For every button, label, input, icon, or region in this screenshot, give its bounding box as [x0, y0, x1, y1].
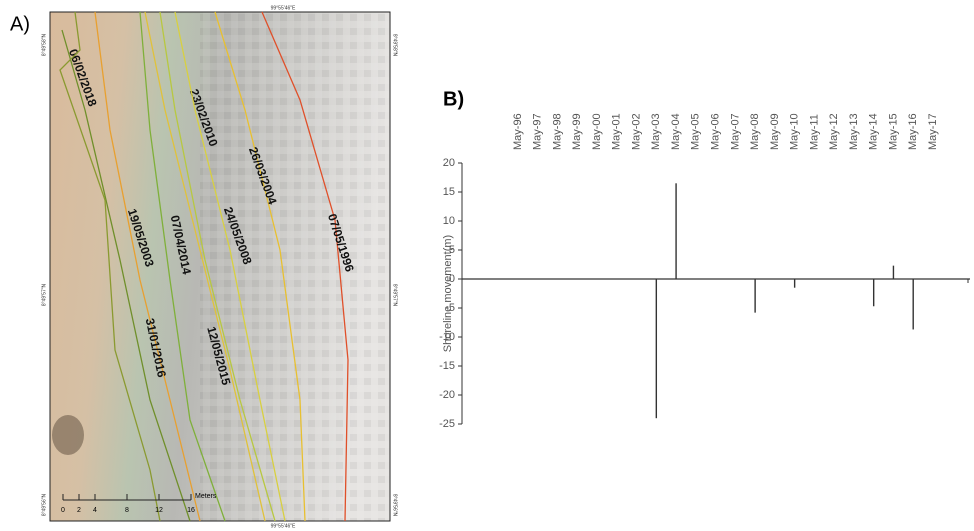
shoreline [59, 11, 161, 522]
shoreline [139, 11, 226, 522]
scale-label: 8 [125, 507, 129, 514]
scale-label: 4 [93, 507, 97, 514]
map: 06/02/201823/02/201026/03/200407/05/1996… [41, 5, 397, 529]
x-tick-label: May-06 [710, 113, 722, 150]
bar [675, 183, 677, 279]
x-tick-label: May-00 [591, 113, 603, 150]
dark-spot [52, 415, 84, 455]
shoreline [174, 11, 286, 522]
bar [872, 279, 875, 307]
x-tick-label: May-99 [571, 113, 583, 150]
coordinate-label: 8°49'57"N [41, 283, 47, 306]
y-tick-label: 5 [449, 244, 455, 256]
bar [655, 279, 658, 419]
coordinate-label: 8°49'58"N [392, 34, 398, 57]
x-tick-label: May-14 [868, 113, 880, 150]
y-tick-label: -15 [439, 360, 455, 372]
x-tick-label: May-02 [630, 113, 642, 150]
coordinate-label: 99°55'46"E [271, 5, 296, 11]
y-tick-label: -25 [439, 418, 455, 430]
x-tick-label: May-05 [690, 113, 702, 150]
shoreline [94, 11, 201, 522]
x-tick-label: May-11 [808, 114, 820, 150]
x-tick-label: May-09 [769, 113, 781, 150]
y-tick-label: -10 [439, 331, 455, 343]
coordinate-label: 8°49'56"N [41, 493, 47, 516]
shoreline [261, 11, 349, 522]
x-tick-label: May-07 [729, 113, 741, 150]
scale-label: 12 [155, 507, 163, 514]
x-tick-label: May-16 [907, 113, 919, 150]
map-frame [49, 11, 391, 522]
shoreline [159, 11, 276, 522]
bar [754, 279, 756, 313]
shoreline [144, 11, 266, 522]
bar [793, 279, 796, 288]
x-tick-label: May-13 [848, 113, 860, 150]
bar [892, 265, 895, 279]
y-tick-label: -5 [445, 302, 455, 314]
scale-unit: Meters [195, 493, 217, 500]
scale-label: 2 [77, 507, 81, 514]
x-tick-label: May-12 [828, 113, 840, 150]
x-tick-label: May-01 [611, 113, 623, 150]
x-tick-label: May-96 [512, 113, 524, 150]
y-tick-label: -20 [439, 389, 455, 401]
x-tick-label: May-98 [551, 113, 563, 150]
scale-label: 16 [187, 507, 195, 514]
map-texture [200, 12, 390, 521]
scale-label: 0 [61, 507, 65, 514]
x-tick-label: May-97 [532, 113, 544, 150]
y-tick-label: 20 [443, 157, 455, 169]
x-tick-label: May-17 [927, 113, 939, 150]
x-tick-label: May-08 [749, 113, 761, 150]
x-tick-label: May-10 [789, 113, 801, 150]
y-tick-label: 0 [449, 273, 455, 285]
y-axis-title: Shoreline movement(m) [442, 235, 454, 352]
x-tick-label: May-04 [670, 113, 682, 150]
x-tick-label: May-15 [887, 113, 899, 150]
coordinate-label: 8°49'56"N [392, 494, 398, 517]
y-tick-label: 10 [443, 215, 455, 227]
panel-label: A) [10, 13, 30, 35]
y-tick-label: 15 [443, 186, 455, 198]
spacer [463, 430, 464, 431]
shoreline [214, 11, 306, 522]
coordinate-label: 99°55'46"E [271, 523, 296, 529]
bar [912, 279, 914, 330]
panel-label: B) [443, 88, 464, 110]
coordinate-label: 8°49'57"N [392, 284, 398, 307]
shoreline [61, 29, 191, 522]
x-tick-label: May-03 [650, 113, 662, 150]
coordinate-label: 8°49'58"N [41, 33, 47, 56]
